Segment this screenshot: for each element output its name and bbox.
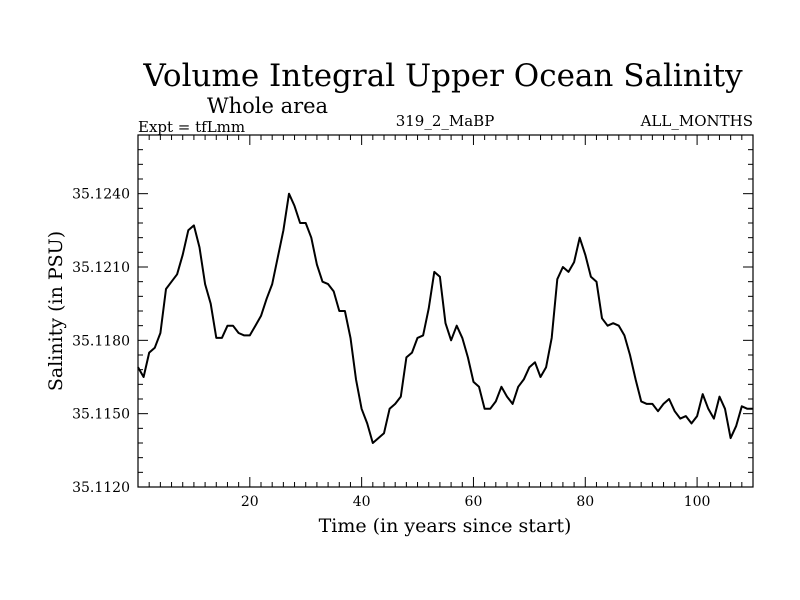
- y-tick-label: 35.1120: [72, 480, 130, 496]
- y-tick-label: 35.1180: [72, 333, 130, 349]
- plot-frame: [137, 134, 754, 488]
- experiment-label: Expt = tfLmm: [138, 118, 245, 136]
- x-axis-label: Time (in years since start): [319, 515, 572, 537]
- run-id-label: 319_2_MaBP: [396, 112, 495, 130]
- y-tick-label: 35.1240: [72, 187, 130, 203]
- x-tick-label: 100: [684, 494, 711, 510]
- chart-subtitle: Whole area: [207, 94, 328, 118]
- x-axis: 20 40 60 80 100: [148, 135, 743, 510]
- y-tick-label: 35.1210: [72, 260, 130, 276]
- y-axis-label: Salinity (in PSU): [45, 231, 67, 391]
- x-tick-label: 20: [241, 494, 259, 510]
- x-tick-label: 40: [353, 494, 371, 510]
- x-tick-label: 60: [465, 494, 483, 510]
- period-label: ALL_MONTHS: [640, 112, 753, 130]
- salinity-series-line: [137, 192, 753, 444]
- y-axis: 35.1120 35.1150 35.1180 35.1210 35.1240: [72, 149, 753, 496]
- chart-title: Volume Integral Upper Ocean Salinity: [142, 58, 743, 94]
- y-tick-label: 35.1150: [72, 407, 130, 423]
- x-tick-label: 80: [576, 494, 594, 510]
